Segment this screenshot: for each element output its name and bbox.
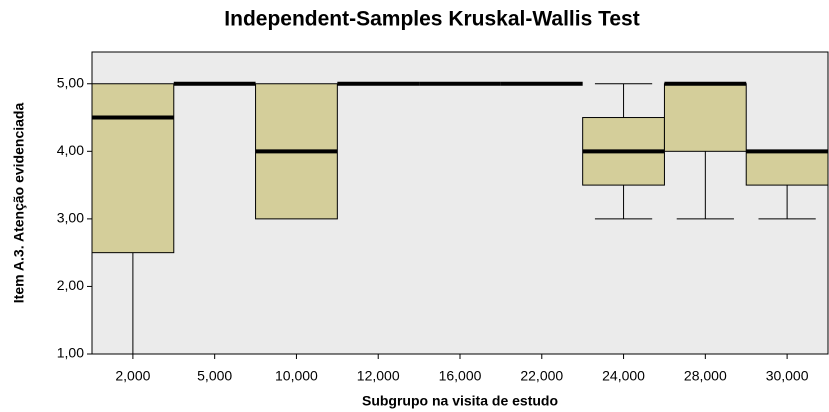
x-tick-label: 16,000 bbox=[439, 368, 482, 384]
x-tick-label: 10,000 bbox=[275, 368, 318, 384]
box bbox=[663, 83, 747, 152]
chart-title: Independent-Samples Kruskal-Wallis Test bbox=[224, 8, 639, 31]
x-tick-label: 12,000 bbox=[357, 368, 400, 384]
y-tick-label: 2,00 bbox=[57, 277, 84, 293]
x-tick-label: 22,000 bbox=[520, 368, 563, 384]
y-tick-label: 1,00 bbox=[57, 345, 84, 361]
y-axis-label: Item A.3. Atenção evidenciada bbox=[11, 103, 27, 304]
x-axis-label: Subgrupo na visita de estudo bbox=[362, 393, 558, 409]
x-tick-label: 30,000 bbox=[766, 368, 809, 384]
y-tick-label: 4,00 bbox=[57, 142, 84, 158]
x-tick-label: 24,000 bbox=[602, 368, 645, 384]
x-tick-label: 5,000 bbox=[197, 368, 232, 384]
box bbox=[745, 150, 829, 186]
box bbox=[91, 83, 175, 254]
x-tick-label: 2,000 bbox=[115, 368, 150, 384]
y-tick-label: 5,00 bbox=[57, 74, 84, 90]
y-tick-label: 3,00 bbox=[57, 210, 84, 226]
x-tick-label: 28,000 bbox=[684, 368, 727, 384]
